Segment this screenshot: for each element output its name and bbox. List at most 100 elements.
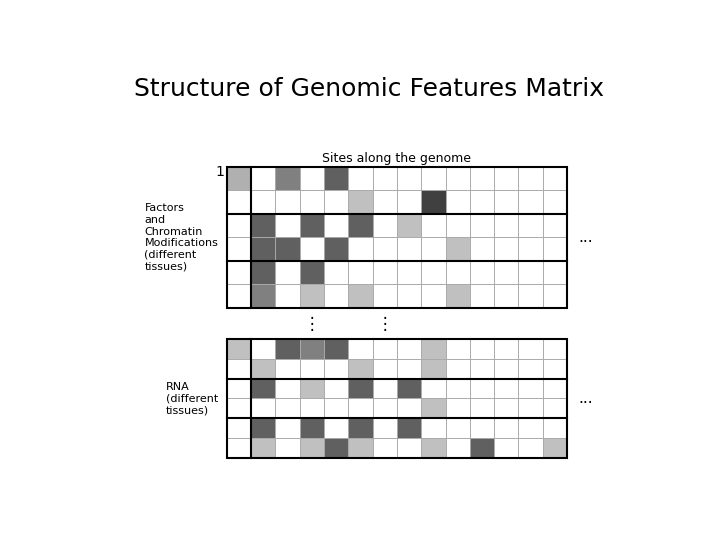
Bar [518,438,543,458]
Bar [251,214,275,238]
Bar [470,261,494,285]
Bar [397,399,421,418]
Bar [446,438,470,458]
Bar [324,214,348,238]
Bar [372,438,397,458]
Text: ...: ... [578,230,593,245]
Bar [372,359,397,379]
Bar [348,214,372,238]
Bar [227,214,251,238]
Bar [470,438,494,458]
Bar [348,167,372,190]
Bar [446,285,470,308]
Bar [348,190,372,214]
Bar [300,399,324,418]
Bar [372,238,397,261]
Bar [251,379,275,399]
Bar [300,190,324,214]
Bar [421,238,446,261]
Bar [470,167,494,190]
Bar [227,285,251,308]
Bar [543,214,567,238]
Bar [324,379,348,399]
Bar [300,261,324,285]
Bar [348,285,372,308]
Bar [227,418,251,438]
Bar [251,285,275,308]
Bar [470,238,494,261]
Bar [324,285,348,308]
Bar [397,214,421,238]
Bar [227,167,251,190]
Bar [518,399,543,418]
Bar [421,214,446,238]
Bar [324,190,348,214]
Bar [275,214,300,238]
Bar [372,339,397,359]
Bar [348,238,372,261]
Bar [227,379,251,399]
Bar [300,285,324,308]
Bar [251,418,275,438]
Bar [543,261,567,285]
Bar [494,167,518,190]
Bar [397,285,421,308]
Bar [275,399,300,418]
Bar [251,238,275,261]
Bar [494,238,518,261]
Bar [227,438,251,458]
Bar [300,379,324,399]
Bar [494,418,518,438]
Bar [518,418,543,438]
Bar [397,359,421,379]
Bar [421,399,446,418]
Bar [324,438,348,458]
Bar [397,418,421,438]
Bar [397,238,421,261]
Bar [275,339,300,359]
Bar [518,238,543,261]
Bar [227,339,251,359]
Bar [324,261,348,285]
Bar [494,261,518,285]
Bar [372,379,397,399]
Bar [543,359,567,379]
Bar [494,339,518,359]
Bar [470,418,494,438]
Bar [251,190,275,214]
Bar [494,438,518,458]
Bar [494,359,518,379]
Bar [348,379,372,399]
Bar [227,399,251,418]
Bar [397,438,421,458]
Bar [470,359,494,379]
Bar [275,359,300,379]
Bar [324,418,348,438]
Text: 1: 1 [215,165,224,179]
Bar [397,261,421,285]
Text: Sites along the genome: Sites along the genome [323,152,472,165]
Bar [300,438,324,458]
Bar [372,214,397,238]
Bar [372,261,397,285]
Bar [227,190,251,214]
Bar [275,167,300,190]
Bar [518,285,543,308]
Text: ⋮: ⋮ [377,315,393,333]
Bar [543,379,567,399]
Bar [372,399,397,418]
Bar [275,190,300,214]
Bar [275,238,300,261]
Bar [227,238,251,261]
Bar [348,418,372,438]
Bar [300,359,324,379]
Bar [494,214,518,238]
Bar [275,261,300,285]
Text: Structure of Genomic Features Matrix: Structure of Genomic Features Matrix [134,77,604,102]
Bar [372,167,397,190]
Bar [543,399,567,418]
Bar [251,167,275,190]
Bar [446,359,470,379]
Bar [494,190,518,214]
Bar [275,285,300,308]
